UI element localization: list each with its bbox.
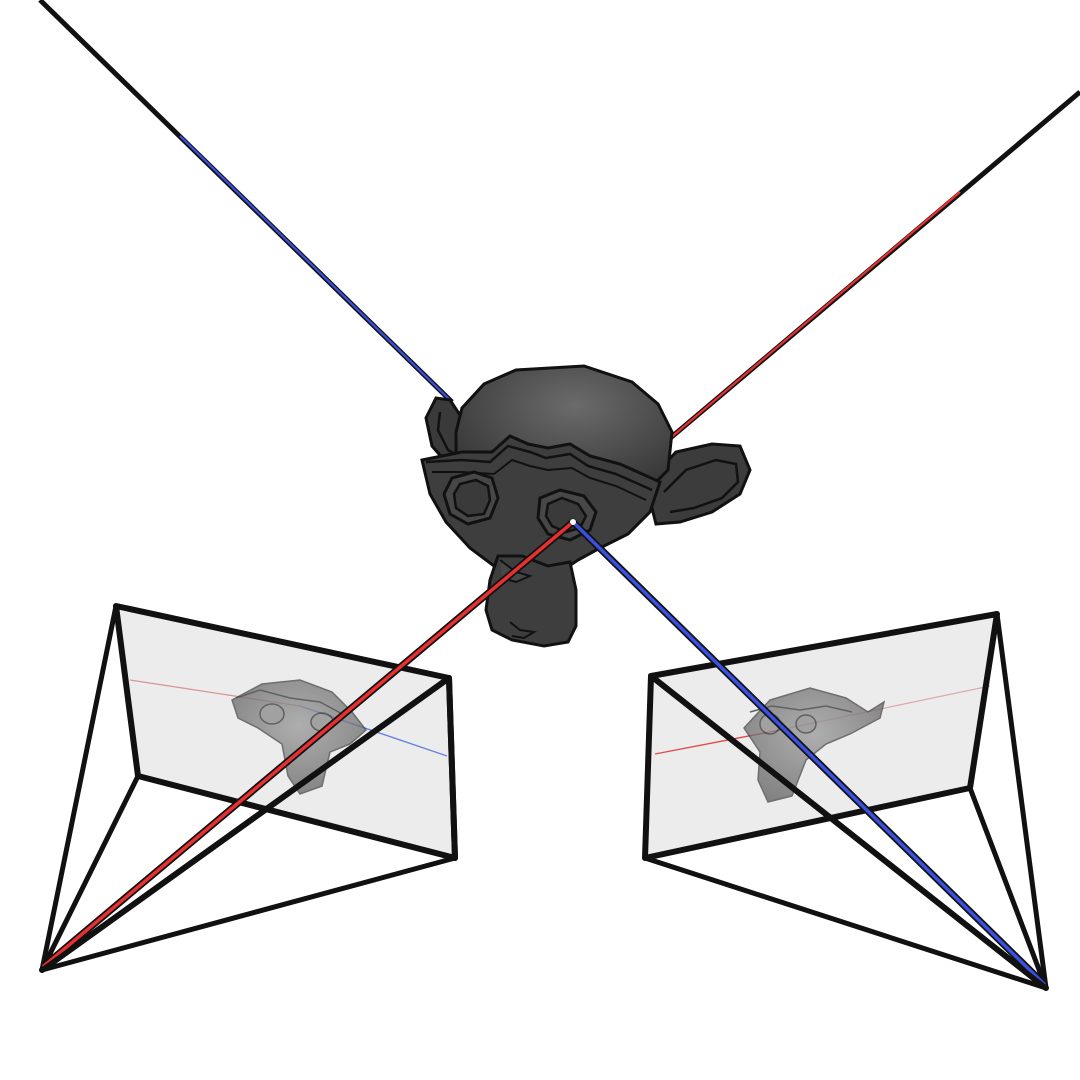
frustum-left-edge-4 (39, 773, 141, 973)
frustum-right-edge-1 (994, 611, 1049, 991)
back-rays (38, 0, 1080, 442)
monkey-ear-right (648, 442, 752, 526)
front-rays (40, 518, 1048, 988)
frustum-left-rect-front-edge (446, 675, 458, 861)
frustum-right-edge-3 (642, 855, 1049, 991)
frustum-left-edge-3 (39, 855, 458, 973)
frustum-left-edge-front (39, 675, 452, 973)
camera-frustum-left (39, 603, 458, 973)
camera-frustum-right (642, 611, 1049, 991)
frustum-left-edge-1 (39, 603, 119, 973)
ray-blue-back-core (179, 135, 453, 403)
frustum-right-edge-front (648, 673, 1049, 991)
intersection-point (570, 519, 576, 525)
monkey-head-model (420, 364, 752, 648)
frustum-right-edge-4 (967, 785, 1049, 991)
ray-red-back-core (667, 191, 961, 441)
monkey-eye-left (442, 470, 500, 526)
ray-blue-front (571, 520, 1046, 986)
ray-red-front (42, 520, 575, 968)
